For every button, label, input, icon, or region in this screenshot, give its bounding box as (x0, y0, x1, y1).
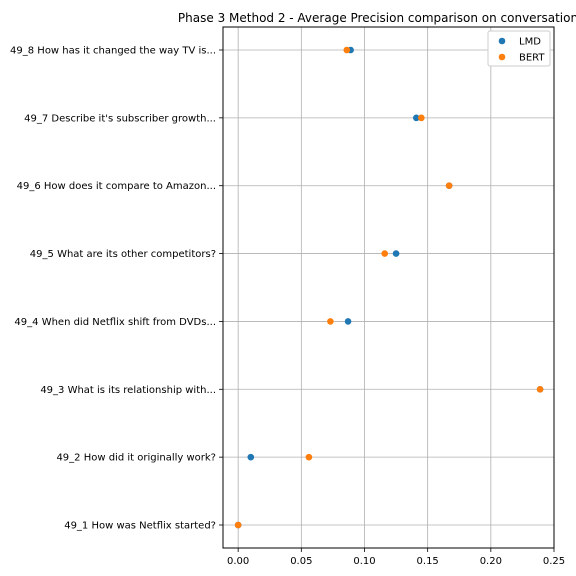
legend-marker-lmd (498, 37, 506, 45)
legend-label-lmd: LMD (519, 37, 541, 48)
legend-marker-bert (498, 53, 506, 61)
y-tick-label: 49_7 Describe it's subscriber growth... (24, 113, 216, 124)
data-point-bert (381, 250, 389, 257)
data-point-bert (305, 453, 313, 461)
legend-label-bert: BERT (519, 53, 545, 64)
y-tick-label: 49_5 What are its other competitors? (30, 249, 216, 260)
y-axis: 49_1 How was Netflix started? 49_2 How di… (10, 46, 223, 532)
y-tick-label: 49_2 How did it originally work? (56, 453, 216, 464)
data-point-bert (536, 385, 544, 393)
data-point-bert (343, 46, 351, 54)
data-point-bert (234, 521, 242, 529)
y-tick-label: 49_4 When did Netflix shift from DVDs... (14, 317, 216, 328)
x-tick-label: 0.05 (290, 556, 312, 567)
data-point-bert (327, 318, 334, 325)
data-point-lmd (247, 453, 255, 461)
data-point-lmd (344, 318, 352, 325)
y-tick-label: 49_8 How has it changed the way TV is... (10, 46, 216, 57)
chart-title: Phase 3 Method 2 - Average Precision com… (178, 11, 576, 25)
x-tick-label: 0.25 (543, 556, 565, 567)
legend: LMD BERT (487, 30, 551, 67)
x-axis: 0.00 0.05 0.10 0.15 0.20 0.25 (227, 548, 565, 567)
data-point-lmd (412, 114, 420, 122)
plot-frame (222, 26, 555, 549)
data-point-bert (445, 182, 453, 190)
y-tick-label: 49_1 How was Netflix started? (64, 521, 216, 532)
x-tick-label: 0.15 (417, 556, 439, 567)
y-tick-label: 49_3 What is its relationship with... (40, 385, 216, 396)
x-tick-label: 0.20 (480, 556, 502, 567)
x-tick-label: 0.00 (227, 556, 249, 567)
data-points (234, 46, 544, 529)
data-point-lmd (392, 250, 400, 257)
grid-lines (223, 27, 555, 548)
y-tick-label: 49_6 How does it compare to Amazon... (17, 181, 216, 192)
data-point-bert (418, 114, 425, 122)
x-tick-label: 0.10 (353, 556, 375, 567)
